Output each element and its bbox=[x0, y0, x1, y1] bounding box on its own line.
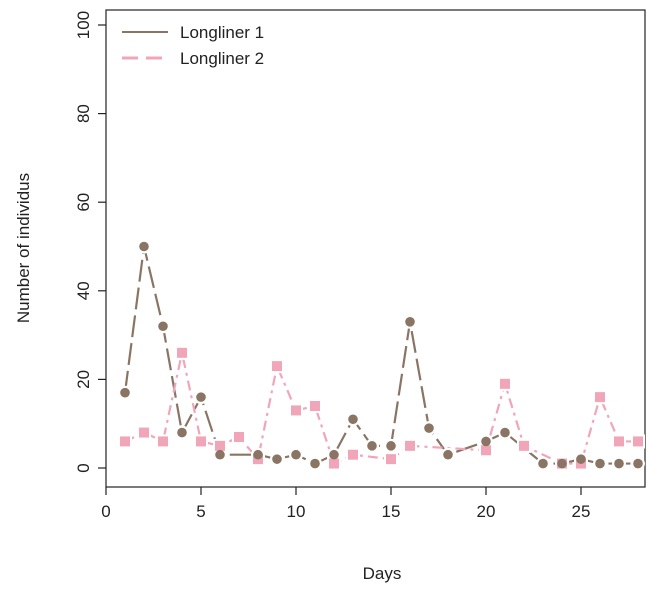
point-longliner-1 bbox=[177, 427, 187, 438]
point-longliner-2 bbox=[139, 427, 149, 438]
legend-label-longliner-1: Longliner 1 bbox=[180, 23, 264, 42]
point-longliner-1 bbox=[424, 423, 434, 433]
point-longliner-1 bbox=[367, 441, 377, 451]
point-longliner-1 bbox=[595, 458, 605, 469]
y-tick-label: 20 bbox=[74, 370, 93, 389]
point-longliner-2 bbox=[329, 458, 339, 469]
point-longliner-2 bbox=[291, 405, 301, 416]
y-tick-label: 80 bbox=[74, 104, 93, 123]
y-tick-label: 40 bbox=[74, 281, 93, 300]
x-tick-label: 15 bbox=[382, 502, 401, 521]
point-longliner-2 bbox=[595, 392, 605, 403]
point-longliner-1 bbox=[158, 321, 168, 332]
point-longliner-1 bbox=[196, 392, 206, 402]
point-longliner-2 bbox=[348, 449, 358, 460]
point-longliner-2 bbox=[405, 440, 415, 451]
point-longliner-2 bbox=[215, 440, 225, 451]
point-longliner-2 bbox=[614, 436, 624, 447]
series-line-longliner-1 bbox=[123, 245, 638, 465]
point-longliner-2 bbox=[386, 454, 396, 465]
y-tick-label: 60 bbox=[74, 193, 93, 212]
x-tick-label: 5 bbox=[196, 502, 205, 521]
point-longliner-1 bbox=[443, 449, 453, 460]
point-longliner-1 bbox=[291, 449, 301, 460]
point-longliner-1 bbox=[120, 387, 130, 398]
point-longliner-1 bbox=[139, 241, 149, 252]
point-longliner-2 bbox=[177, 347, 187, 358]
legend: Longliner 1 Longliner 2 bbox=[122, 23, 264, 68]
point-longliner-2 bbox=[481, 445, 491, 456]
point-longliner-1 bbox=[310, 458, 320, 469]
plot-frame bbox=[105, 9, 646, 488]
x-tick-label: 20 bbox=[477, 502, 496, 521]
point-longliner-2 bbox=[633, 436, 643, 447]
point-longliner-1 bbox=[538, 458, 548, 469]
y-tick-label: 0 bbox=[74, 463, 93, 472]
point-longliner-1 bbox=[405, 317, 415, 327]
point-longliner-1 bbox=[557, 458, 567, 469]
x-tick-label: 0 bbox=[101, 502, 110, 521]
point-longliner-1 bbox=[272, 454, 282, 464]
point-longliner-1 bbox=[348, 414, 358, 425]
point-longliner-1 bbox=[253, 449, 263, 460]
point-longliner-1 bbox=[329, 449, 339, 460]
axes: 0 20 40 60 80 100 0 5 10 15 20 25 bbox=[74, 9, 646, 521]
x-tick-label: 25 bbox=[572, 502, 591, 521]
y-axis-title: Number of individus bbox=[14, 173, 33, 323]
point-longliner-2 bbox=[196, 436, 206, 447]
point-longliner-1 bbox=[500, 427, 510, 438]
legend-label-longliner-2: Longliner 2 bbox=[180, 49, 264, 68]
point-longliner-1 bbox=[576, 454, 586, 464]
point-longliner-2 bbox=[158, 436, 168, 447]
point-longliner-1 bbox=[215, 449, 225, 460]
point-longliner-1 bbox=[633, 458, 643, 469]
point-longliner-2 bbox=[310, 400, 320, 411]
point-longliner-2 bbox=[120, 436, 130, 447]
x-tick-label: 10 bbox=[287, 502, 306, 521]
point-longliner-2 bbox=[272, 361, 282, 372]
point-longliner-2 bbox=[519, 440, 529, 451]
point-longliner-2 bbox=[234, 431, 244, 442]
series-layer bbox=[118, 239, 645, 471]
y-tick-label: 100 bbox=[74, 11, 93, 39]
x-axis-title: Days bbox=[363, 564, 402, 583]
point-longliner-1 bbox=[614, 458, 624, 469]
point-longliner-2 bbox=[500, 378, 510, 389]
point-longliner-1 bbox=[481, 436, 491, 447]
point-longliner-1 bbox=[386, 441, 396, 451]
